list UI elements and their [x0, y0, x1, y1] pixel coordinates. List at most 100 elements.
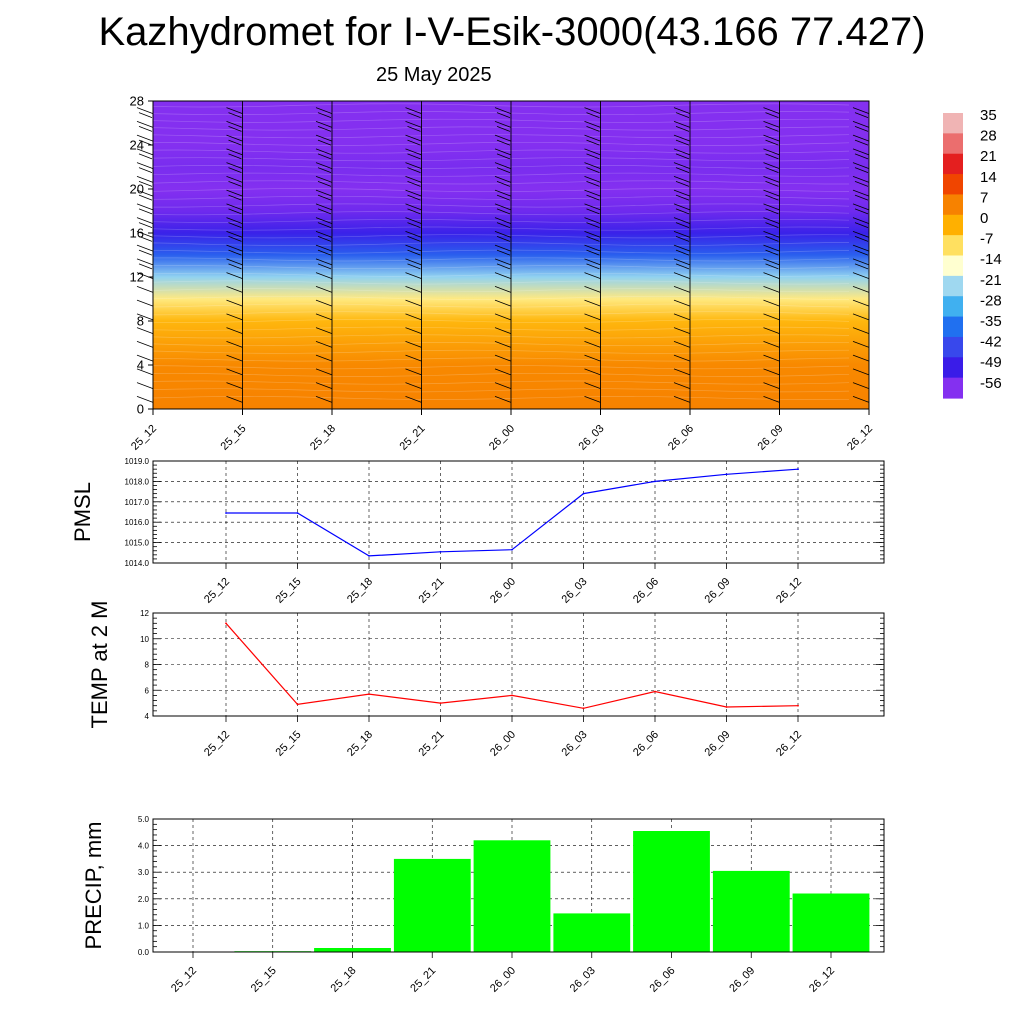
wind-barb — [854, 112, 869, 119]
temp-data-point — [225, 622, 227, 625]
wind-barb — [584, 313, 601, 321]
colorbar-label: 35 — [980, 107, 997, 124]
wind-barb — [584, 162, 601, 170]
y-tick-label: 20 — [130, 182, 144, 197]
wind-barb — [673, 244, 691, 252]
wind-barb — [405, 368, 422, 376]
wind-barb — [136, 203, 154, 211]
wind-barb — [852, 327, 870, 335]
wind-barb — [496, 139, 511, 146]
wind-barb — [494, 121, 512, 128]
pmsl-data-point — [511, 548, 513, 551]
wind-barb — [763, 203, 780, 211]
temp-x-tick-label: 26_09 — [703, 729, 733, 759]
wind-barb — [407, 249, 421, 256]
wind-barb — [494, 313, 512, 321]
colorbar-swatch — [943, 133, 963, 155]
wind-barb — [586, 236, 600, 242]
wind-barb — [586, 139, 600, 146]
wind-barb — [405, 189, 422, 197]
x-tick-label: 25_18 — [308, 423, 338, 453]
wind-barb — [226, 107, 243, 115]
contour-line — [152, 188, 850, 193]
wind-barb — [494, 327, 512, 335]
pmsl-x-tick-label: 25_21 — [417, 576, 447, 606]
wind-barb — [673, 286, 691, 293]
temp-x-tick-label: 25_18 — [345, 729, 375, 759]
wind-barb — [315, 231, 333, 238]
wind-barb — [854, 222, 869, 229]
precip-x-tick-label: 25_15 — [249, 965, 279, 995]
precip-x-tick-label: 26_09 — [727, 965, 757, 995]
temp-y-tick-label: 6 — [145, 686, 150, 695]
temp-data-point — [296, 703, 299, 706]
wind-barb — [675, 112, 690, 119]
wind-barb — [852, 189, 870, 197]
wind-barb — [673, 134, 691, 142]
contour-line — [152, 234, 850, 239]
wind-barb — [852, 203, 870, 211]
wind-barb — [675, 181, 690, 187]
pmsl-y-tick-label: 1016.0 — [125, 518, 150, 527]
wind-barb — [496, 208, 511, 215]
contour-line — [152, 126, 850, 131]
wind-barb — [854, 208, 869, 215]
wind-barb — [586, 167, 600, 174]
wind-barb — [496, 126, 511, 132]
wind-barb — [854, 249, 869, 256]
wind-barb — [226, 341, 243, 348]
colorbar-label: -7 — [980, 231, 993, 248]
wind-barb — [138, 126, 153, 132]
contour-line — [152, 249, 850, 254]
wind-barb — [138, 167, 153, 174]
temp-x-tick-label: 25_21 — [417, 729, 447, 759]
wind-barb — [136, 327, 154, 335]
wind-barb — [763, 299, 780, 307]
pmsl-x-tick-label: 26_06 — [631, 576, 661, 606]
precip-y-tick-label: 4.0 — [138, 842, 150, 851]
contour-line — [152, 334, 850, 339]
wind-barb — [673, 382, 691, 390]
precip-x-tick-label: 26_00 — [488, 965, 518, 995]
wind-barb — [675, 139, 690, 146]
wind-barb — [763, 121, 780, 128]
wind-barb — [407, 112, 421, 119]
contour-line — [152, 172, 850, 177]
wind-barb — [405, 107, 422, 115]
colorbar-label: 28 — [980, 128, 997, 145]
wind-barb — [852, 258, 870, 266]
precip-x-tick-label: 25_18 — [329, 965, 359, 995]
colorbar-label: -56 — [980, 375, 1002, 392]
contour-line — [152, 295, 850, 300]
wind-barb — [226, 121, 243, 128]
wind-barb — [763, 354, 780, 362]
wind-barb — [226, 162, 243, 170]
wind-barb — [494, 286, 512, 293]
wind-barb — [315, 368, 333, 376]
wind-barb — [317, 194, 332, 201]
colorbar-label: -49 — [980, 354, 1002, 371]
wind-barb — [226, 313, 243, 321]
contour-line — [152, 357, 850, 362]
colorbar-label: 0 — [980, 210, 988, 227]
wind-barb — [226, 382, 243, 390]
wind-barb — [317, 222, 332, 229]
wind-barb — [315, 382, 333, 390]
colorbar-swatch — [943, 275, 963, 297]
wind-barb — [496, 167, 511, 174]
wind-barb — [405, 313, 422, 321]
y-tick-label: 4 — [137, 358, 144, 373]
wind-barb — [586, 153, 600, 160]
wind-barb — [763, 189, 780, 197]
temp-data-point — [654, 690, 656, 693]
x-tick-label: 26_03 — [577, 423, 607, 453]
wind-barb — [584, 203, 601, 211]
wind-barb — [586, 194, 600, 201]
wind-barb — [317, 181, 332, 187]
contour-line — [152, 203, 850, 208]
wind-barb — [673, 162, 691, 170]
wind-barb — [852, 299, 870, 307]
wind-barb — [138, 153, 153, 160]
wind-barb — [405, 134, 422, 142]
wind-barb — [136, 217, 154, 225]
